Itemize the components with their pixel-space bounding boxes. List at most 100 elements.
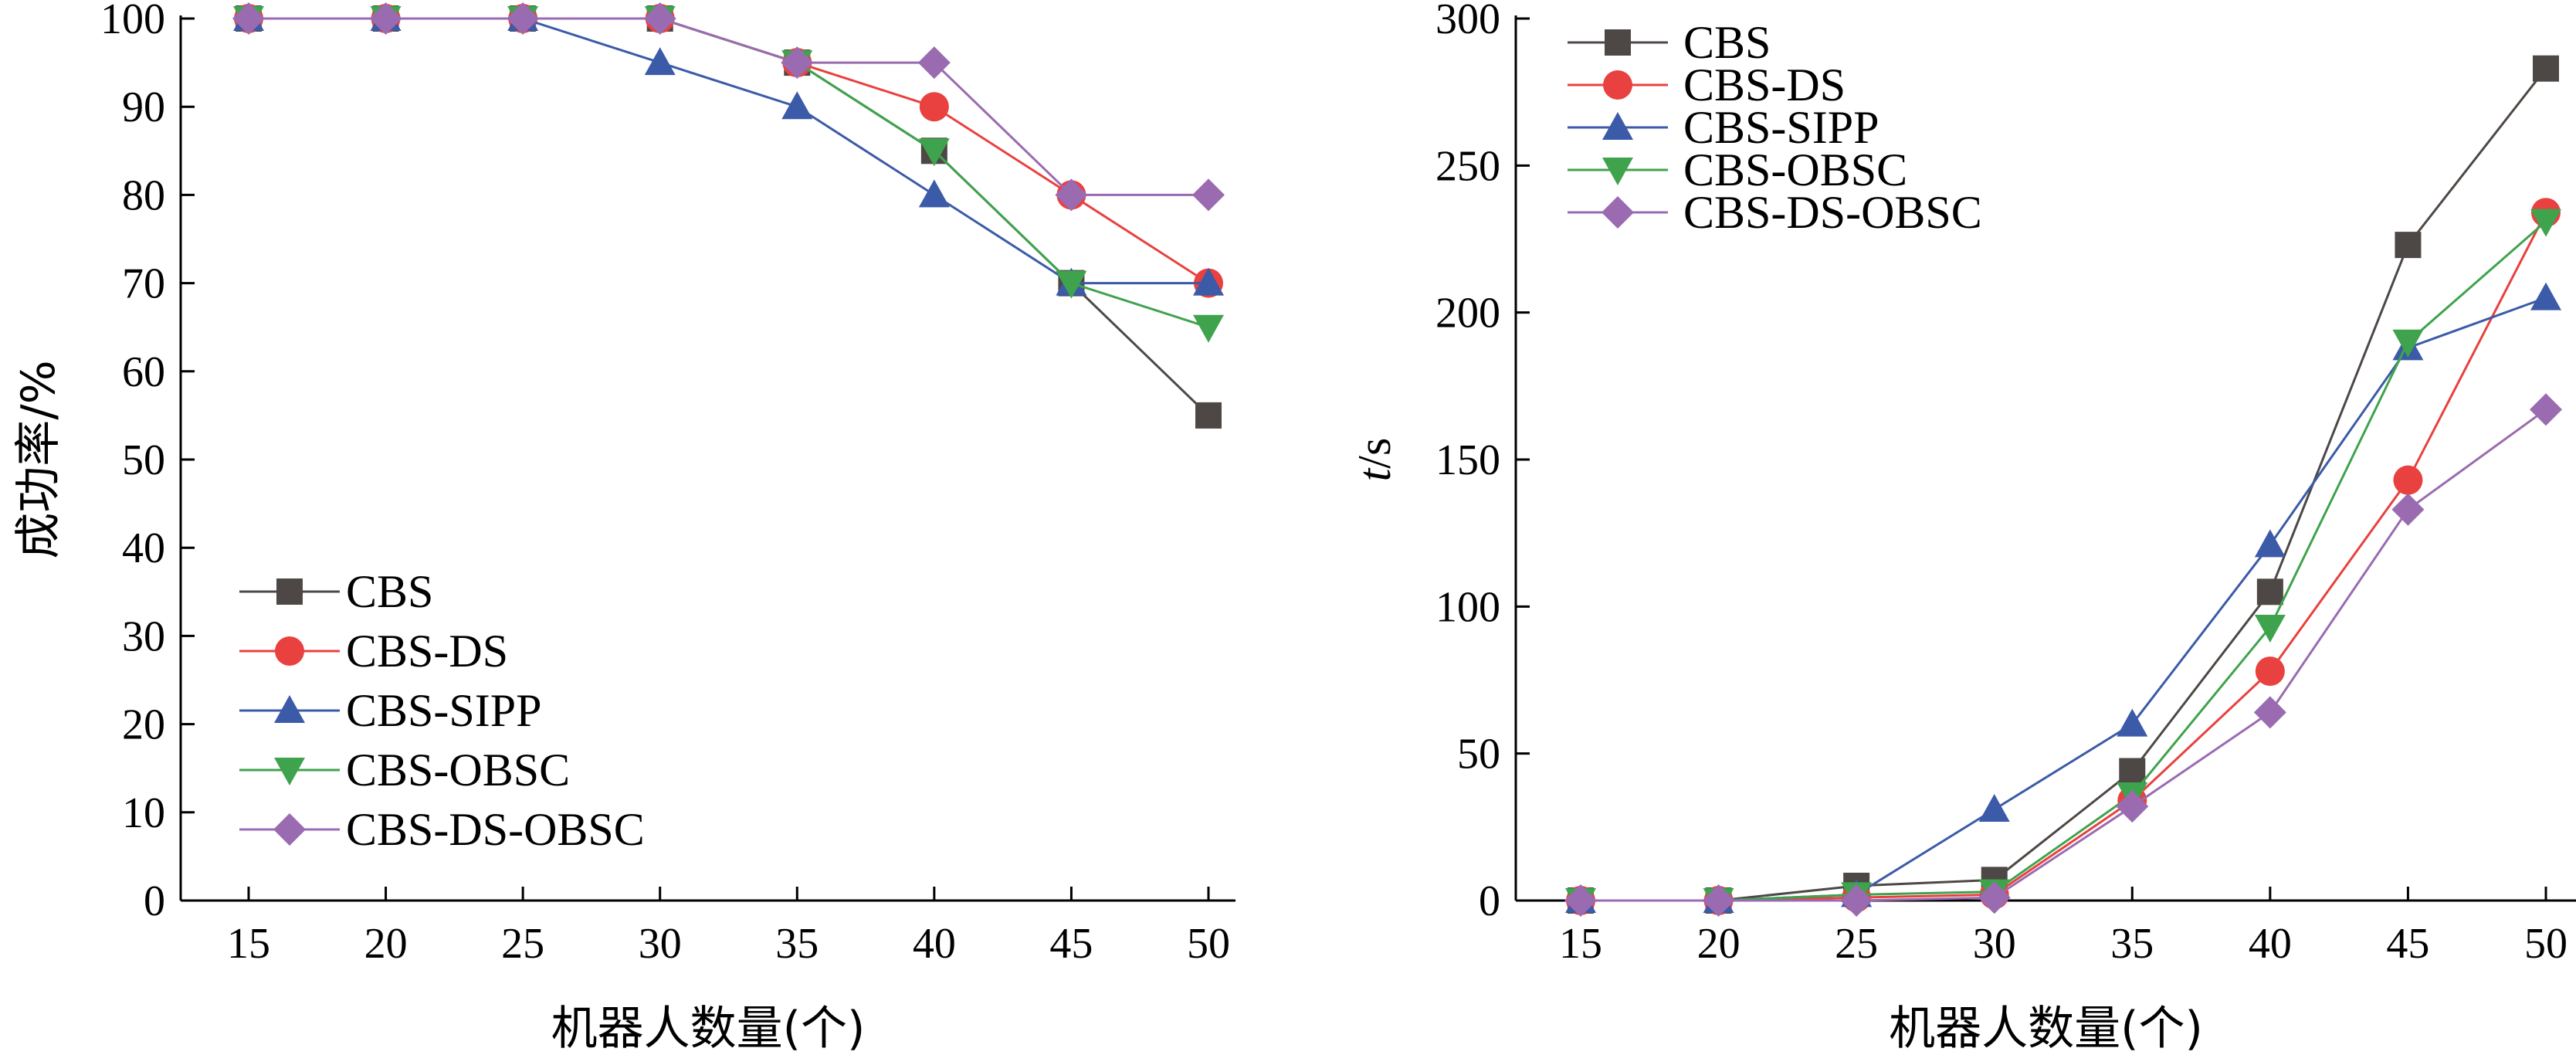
data-point xyxy=(2533,55,2559,82)
legend-marker xyxy=(274,695,305,723)
x-tick-label: 25 xyxy=(1835,920,1878,968)
y-tick-label: 150 xyxy=(1435,436,1500,484)
x-tick-label: 35 xyxy=(2110,920,2154,968)
series-line xyxy=(1581,409,2547,902)
data-point xyxy=(1193,314,1224,343)
data-point xyxy=(1978,881,2011,914)
y-tick-label: 30 xyxy=(122,612,165,660)
series-line xyxy=(1581,220,2547,902)
legend-marker xyxy=(1605,29,1631,56)
x-tick-label: 45 xyxy=(2386,920,2429,968)
data-point xyxy=(2119,758,2146,785)
legend-marker xyxy=(276,578,303,605)
data-point xyxy=(2256,578,2283,606)
data-point xyxy=(2254,614,2286,643)
data-point xyxy=(1192,178,1225,212)
x-tick-label: 50 xyxy=(1187,920,1230,968)
y-tick-label: 300 xyxy=(1435,0,1500,43)
data-point xyxy=(2530,282,2561,310)
data-point xyxy=(1195,402,1222,429)
series-line xyxy=(249,17,1209,284)
data-point xyxy=(2530,393,2562,426)
x-tick-label: 25 xyxy=(501,920,544,968)
data-point xyxy=(781,91,813,120)
y-tick-label: 60 xyxy=(122,348,165,396)
x-tick-label: 15 xyxy=(1559,920,1602,968)
data-point xyxy=(2116,790,2149,823)
y-tick-label: 200 xyxy=(1435,290,1500,338)
x-tick-label: 35 xyxy=(775,920,819,968)
success-rate-chart: 0 10 20 30 40 50 60 70 80 90 100 15 20 25 30 35 40 45 50 机器… xyxy=(12,0,1235,1055)
legend-label: CBS-SIPP xyxy=(1683,102,1879,153)
data-point xyxy=(1193,267,1224,296)
data-point xyxy=(2391,493,2425,526)
series-line xyxy=(249,17,1210,416)
data-point xyxy=(2255,656,2285,687)
data-point xyxy=(2393,465,2423,495)
x-axis-title: 机器人数量(个) xyxy=(551,1002,866,1055)
data-point xyxy=(1056,270,1087,299)
x-tick-label: 45 xyxy=(1049,920,1093,968)
series-line xyxy=(1581,67,2547,902)
data-point xyxy=(917,46,951,80)
legend-label: CBS xyxy=(1683,17,1771,68)
y-tick-label: 90 xyxy=(122,83,165,131)
data-point xyxy=(507,2,540,35)
x-tick-label: 30 xyxy=(639,920,682,968)
y-tick-label: 250 xyxy=(1435,142,1500,190)
y-tick-label: 0 xyxy=(1479,877,1500,925)
data-point xyxy=(2253,696,2286,729)
legend-marker xyxy=(1602,196,1634,229)
legend-label: CBS xyxy=(346,566,433,617)
legend-label: CBS-DS-OBSC xyxy=(346,804,645,855)
data-point xyxy=(1840,884,1873,917)
legend-marker xyxy=(1603,70,1632,100)
y-axis-title-unit: /s xyxy=(1349,438,1400,469)
x-tick-label: 40 xyxy=(2249,920,2292,968)
legend-label: CBS-DS-OBSC xyxy=(1683,187,1982,238)
legend-label: CBS-DS xyxy=(1683,59,1846,110)
data-point xyxy=(781,46,814,80)
data-point xyxy=(369,2,402,35)
y-tick-label: 0 xyxy=(144,877,165,925)
data-point xyxy=(2117,708,2148,737)
x-tick-label: 20 xyxy=(1697,920,1740,968)
y-axis-title: t/s xyxy=(1349,438,1400,482)
data-point xyxy=(1702,884,1735,917)
legend-label: CBS-DS xyxy=(346,626,508,677)
y-tick-label: 50 xyxy=(122,436,165,484)
legend-marker xyxy=(274,758,305,785)
data-point xyxy=(919,92,949,122)
y-tick-label: 70 xyxy=(122,260,165,308)
x-tick-label: 15 xyxy=(227,920,270,968)
data-point xyxy=(1978,793,2010,822)
x-tick-label: 40 xyxy=(913,920,956,968)
legend-label: CBS-OBSC xyxy=(1683,144,1907,195)
x-tick-label: 30 xyxy=(1973,920,2016,968)
y-tick-label: 10 xyxy=(122,789,165,837)
data-point xyxy=(2530,209,2561,237)
data-point xyxy=(1564,884,1597,917)
runtime-chart: 0 50 100 150 200 250 300 15 20 25 30 35 40 45 50 机器人数量(… xyxy=(1349,0,2576,1055)
data-point xyxy=(644,47,676,76)
legend-marker xyxy=(273,813,306,846)
y-axis-title: 成功率/% xyxy=(12,360,66,558)
data-point xyxy=(232,2,265,35)
data-point xyxy=(2395,232,2422,259)
y-tick-label: 50 xyxy=(1457,731,1500,779)
legend-label: CBS-OBSC xyxy=(346,745,570,795)
series-line xyxy=(249,17,1208,285)
x-tick-label: 20 xyxy=(364,920,408,968)
y-tick-label: 40 xyxy=(122,524,165,572)
legend-marker xyxy=(1602,112,1633,140)
legend-marker xyxy=(1602,158,1633,185)
legend-marker xyxy=(275,636,304,666)
y-tick-label: 80 xyxy=(122,171,165,219)
y-axis-title-symbol: t xyxy=(1349,467,1400,481)
series-line xyxy=(1581,212,2547,902)
data-point xyxy=(918,179,950,208)
y-tick-label: 100 xyxy=(100,0,165,43)
series-line xyxy=(1581,297,2547,902)
y-tick-label: 20 xyxy=(122,701,165,749)
